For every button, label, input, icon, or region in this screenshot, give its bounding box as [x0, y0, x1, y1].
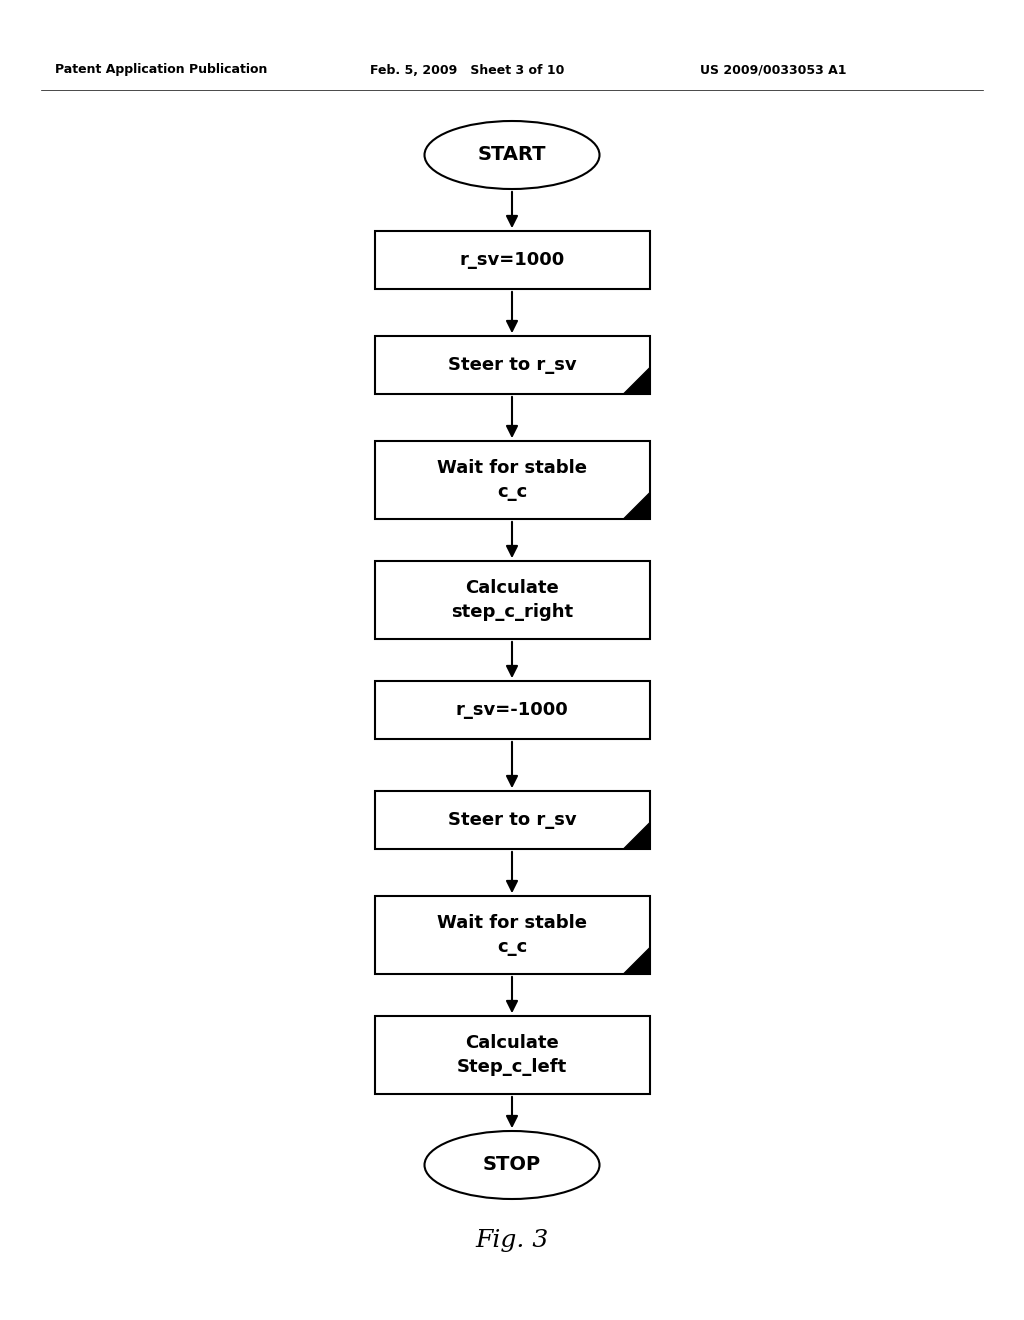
Bar	[375, 1016, 649, 1094]
Text: Steer to r_sv: Steer to r_sv	[447, 356, 577, 374]
Bar	[375, 337, 649, 393]
Text: Wait for stable
c_c: Wait for stable c_c	[437, 459, 587, 500]
Bar	[375, 896, 649, 974]
Polygon shape	[624, 948, 649, 974]
Text: START: START	[478, 145, 546, 165]
Text: US 2009/0033053 A1: US 2009/0033053 A1	[700, 63, 847, 77]
Bar	[375, 231, 649, 289]
Polygon shape	[624, 492, 649, 519]
Text: r_sv=1000: r_sv=1000	[460, 251, 564, 269]
Text: r_sv=-1000: r_sv=-1000	[456, 701, 568, 719]
Text: Steer to r_sv: Steer to r_sv	[447, 810, 577, 829]
Text: Wait for stable
c_c: Wait for stable c_c	[437, 915, 587, 956]
Polygon shape	[624, 822, 649, 849]
Text: Calculate
Step_c_left: Calculate Step_c_left	[457, 1034, 567, 1076]
Bar	[375, 791, 649, 849]
Text: Fig. 3: Fig. 3	[475, 1229, 549, 1251]
Bar	[375, 441, 649, 519]
Ellipse shape	[425, 121, 599, 189]
Polygon shape	[624, 368, 649, 393]
Text: Feb. 5, 2009   Sheet 3 of 10: Feb. 5, 2009 Sheet 3 of 10	[370, 63, 564, 77]
Text: Patent Application Publication: Patent Application Publication	[55, 63, 267, 77]
Text: Calculate
step_c_right: Calculate step_c_right	[451, 579, 573, 620]
Ellipse shape	[425, 1131, 599, 1199]
Bar	[375, 681, 649, 739]
Bar	[375, 561, 649, 639]
Text: STOP: STOP	[483, 1155, 541, 1175]
